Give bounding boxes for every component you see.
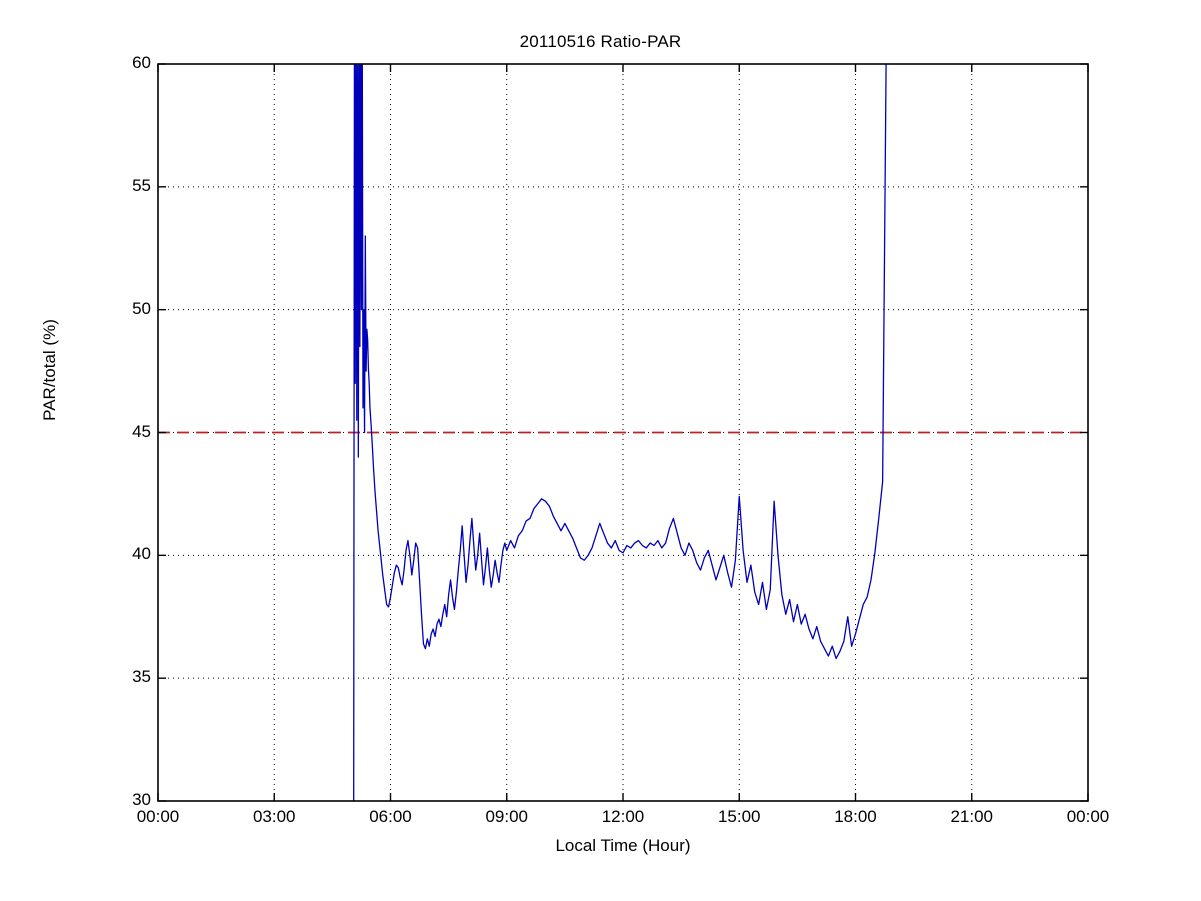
y-tick-label: 50	[132, 298, 151, 318]
y-tick-label: 60	[132, 53, 151, 72]
x-tick-label: 15:00	[717, 807, 761, 826]
x-tick-label: 06:00	[369, 807, 412, 826]
x-tick-label: 00:00	[136, 807, 180, 826]
x-axis-label: Local Time (Hour)	[555, 836, 691, 855]
x-tick-label: 09:00	[485, 807, 529, 826]
x-tick-label: 03:00	[252, 807, 296, 826]
x-tick-label: 12:00	[601, 807, 645, 826]
y-tick-label: 30	[132, 790, 151, 809]
data-series-group	[353, 64, 887, 801]
chart-title: 20110516 Ratio-PAR	[519, 32, 682, 51]
y-tick-label: 45	[132, 421, 151, 441]
x-tick-label: 00:00	[1066, 807, 1110, 826]
x-tick-label: 21:00	[950, 807, 994, 826]
x-tick-label: 18:00	[834, 807, 877, 826]
data-series-line	[353, 64, 887, 801]
y-tick-label: 40	[132, 544, 151, 564]
y-tick-label: 35	[132, 667, 151, 687]
axis-ticks	[157, 63, 1089, 802]
y-axis-label: PAR/total (%)	[40, 319, 59, 421]
y-tick-label: 55	[132, 175, 151, 195]
